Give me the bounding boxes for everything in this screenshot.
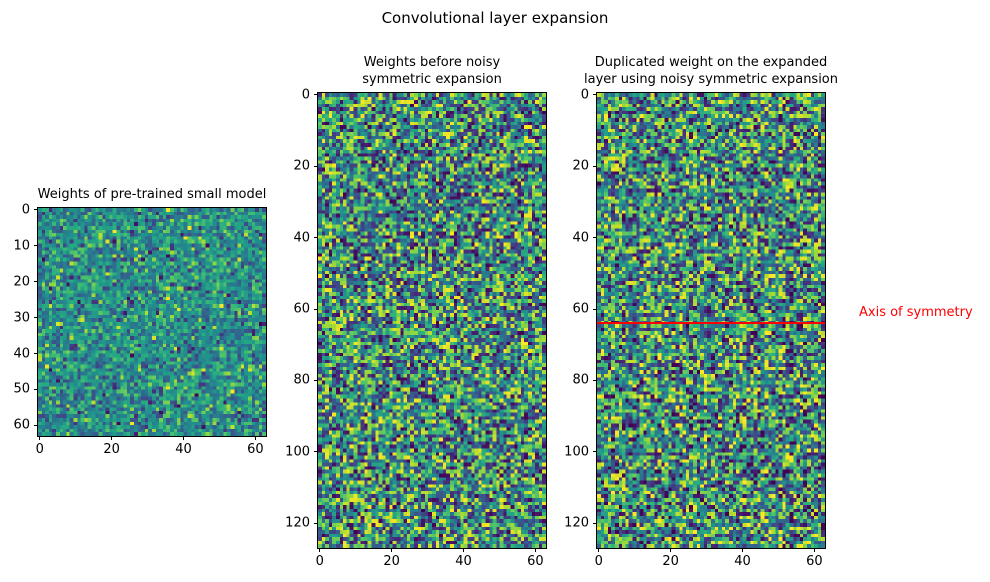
y-tick-mark [314, 522, 318, 524]
y-tick-mark [34, 245, 38, 247]
x-tick-mark [319, 548, 321, 552]
y-tick-label: 60 [13, 417, 30, 433]
x-tick-label: 60 [806, 554, 823, 569]
y-tick-mark [34, 209, 38, 211]
x-tick-label: 20 [383, 554, 400, 569]
y-tick-mark [593, 237, 597, 239]
y-tick-label: 0 [301, 87, 310, 103]
x-tick-mark [534, 548, 536, 552]
heatmap-weights-before-expansion [318, 93, 546, 548]
y-tick-label: 20 [293, 158, 310, 174]
y-tick-mark [593, 308, 597, 310]
y-tick-mark [314, 451, 318, 453]
y-tick-mark [593, 451, 597, 453]
x-tick-mark [111, 436, 113, 440]
axis-of-symmetry-label: Axis of symmetry [859, 305, 973, 321]
y-tick-label: 60 [572, 301, 589, 317]
x-tick-label: 0 [315, 554, 324, 569]
x-tick-label: 60 [247, 442, 264, 457]
heatmap-duplicated-weights [597, 93, 825, 548]
y-tick-label: 50 [13, 381, 30, 397]
subplot-title-line: layer using noisy symmetric expansion [583, 71, 839, 87]
x-tick-mark [391, 548, 393, 552]
y-tick-mark [34, 317, 38, 319]
x-tick-mark [742, 548, 744, 552]
subplot-pretrained-small-model: Weights of pre-trained small model 0 20 40… [13, 187, 267, 456]
heatmap-pretrained-weights [38, 208, 266, 436]
y-tick-label: 40 [293, 230, 310, 246]
subplot-title-duplicated: Duplicated weight on the expanded layer … [584, 55, 838, 88]
symmetry-line [597, 322, 825, 325]
x-tick-mark [254, 436, 256, 440]
y-tick-mark [314, 237, 318, 239]
y-tick-label: 0 [21, 202, 30, 218]
y-tick-mark [593, 94, 597, 96]
y-tick-mark [34, 353, 38, 355]
x-tick-label: 40 [455, 554, 472, 569]
x-tick-label: 40 [734, 554, 751, 569]
y-tick-label: 100 [564, 444, 589, 460]
y-tick-label: 80 [293, 372, 310, 388]
subplot-title-line: Weights of pre-trained small model [37, 186, 267, 202]
subplot-title-line: Weights before noisy [363, 55, 501, 70]
y-tick-label: 120 [564, 515, 589, 531]
x-tick-label: 0 [35, 442, 44, 457]
x-tick-label: 40 [175, 442, 192, 457]
y-tick-label: 0 [580, 87, 589, 103]
figure-title: Convolutional layer expansion [381, 9, 609, 27]
subplot-title-before-expansion: Weights before noisy symmetric expansion [362, 55, 502, 88]
y-tick-mark [314, 379, 318, 381]
x-tick-mark [670, 548, 672, 552]
y-tick-label: 80 [572, 372, 589, 388]
y-tick-label: 40 [572, 230, 589, 246]
subplot-duplicated-weights: Duplicated weight on the expanded layer … [564, 55, 973, 568]
x-tick-mark [39, 436, 41, 440]
y-tick-label: 10 [13, 238, 30, 254]
y-tick-label: 120 [285, 515, 310, 531]
x-tick-label: 0 [594, 554, 603, 569]
y-tick-label: 100 [285, 444, 310, 460]
subplot-title-line: Duplicated weight on the expanded [594, 55, 828, 70]
y-tick-label: 20 [13, 274, 30, 290]
x-tick-mark [813, 548, 815, 552]
y-tick-mark [593, 522, 597, 524]
x-tick-label: 20 [103, 442, 120, 457]
y-tick-mark [314, 165, 318, 167]
x-tick-mark [463, 548, 465, 552]
y-tick-label: 30 [13, 310, 30, 326]
x-tick-label: 20 [662, 554, 679, 569]
y-tick-label: 20 [572, 158, 589, 174]
y-tick-mark [34, 281, 38, 283]
x-tick-mark [183, 436, 185, 440]
y-tick-mark [34, 424, 38, 426]
subplot-title-line: symmetric expansion [362, 71, 502, 87]
subplot-title-pretrained: Weights of pre-trained small model [38, 187, 267, 204]
y-tick-mark [314, 94, 318, 96]
x-tick-label: 60 [527, 554, 544, 569]
y-tick-mark [593, 379, 597, 381]
x-tick-mark [598, 548, 600, 552]
y-tick-mark [34, 388, 38, 390]
y-tick-mark [314, 308, 318, 310]
subplot-weights-before-expansion: Weights before noisy symmetric expansion… [285, 55, 547, 568]
y-tick-label: 60 [293, 301, 310, 317]
y-tick-label: 40 [13, 346, 30, 362]
y-tick-mark [593, 165, 597, 167]
